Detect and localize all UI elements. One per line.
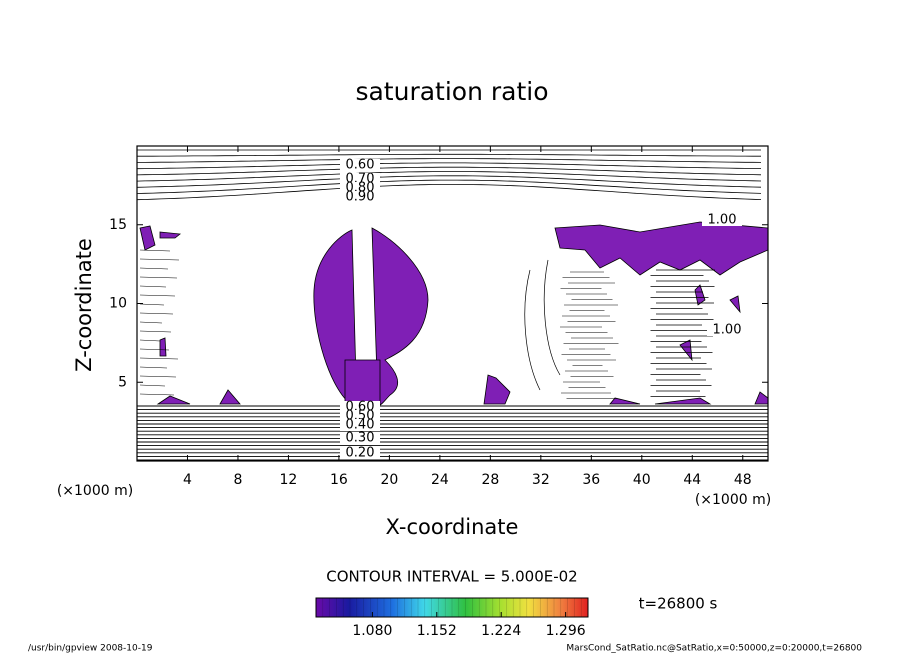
- footer-left: /usr/bin/gpview 2008-10-19: [28, 644, 153, 654]
- contour-line: [139, 366, 168, 369]
- contour-line: [137, 171, 762, 182]
- contour-line: [139, 393, 175, 396]
- filled-region: [679, 339, 693, 362]
- colorbar: [315, 597, 589, 618]
- contour-interval: CONTOUR INTERVAL = 5.000E-02: [326, 568, 577, 586]
- colorbar-tick-label: 1.080: [352, 623, 392, 639]
- contour-line: [139, 339, 161, 342]
- contour-label: 0.60: [346, 158, 375, 173]
- contour-line: [139, 267, 169, 270]
- contour-line: [137, 184, 762, 201]
- filled-region: [554, 221, 768, 276]
- contour-line: [524, 259, 561, 391]
- contour-label-bg: [340, 447, 380, 459]
- contour-label-bg: [707, 324, 747, 336]
- x-tick-label: 4: [183, 472, 192, 488]
- filled-region: [371, 227, 429, 407]
- contour-line: [139, 258, 180, 261]
- x-tick-label: 36: [582, 472, 600, 488]
- time-label: t=26800 s: [639, 595, 718, 613]
- contour-line: [137, 166, 762, 176]
- filled-region: [654, 397, 712, 405]
- contour-line: [137, 153, 761, 157]
- x-tick-label: 8: [233, 472, 242, 488]
- x-tick-label: 12: [280, 472, 298, 488]
- y-unit-label: (×1000 m): [57, 483, 133, 499]
- y-tick-label: 5: [118, 374, 127, 390]
- contour-label-bg: [340, 419, 380, 431]
- x-tick-label: 32: [532, 472, 550, 488]
- filled-region: [754, 391, 768, 405]
- plot-frame: [136, 145, 769, 462]
- x-unit-label: (×1000 m): [695, 492, 771, 508]
- colorbar-tick-label: 1.296: [546, 623, 586, 639]
- filled-region: [159, 337, 167, 357]
- contour-line: [139, 285, 167, 288]
- contour-label: 1.00: [708, 213, 737, 228]
- contour-line: [139, 375, 177, 378]
- contour-label: 0.90: [346, 190, 375, 205]
- contour-line: [139, 249, 171, 252]
- filled-region: [219, 389, 241, 405]
- filled-region: [139, 225, 156, 251]
- footer-right: MarsCond_SatRatio.nc@SatRatio,x=0:50000,…: [566, 644, 862, 654]
- x-tick-label: 28: [481, 472, 499, 488]
- y-tick-label: 15: [109, 217, 127, 233]
- x-tick-label: 16: [330, 472, 348, 488]
- contour-label: 1.00: [713, 323, 742, 338]
- contour-line: [139, 276, 178, 279]
- contour-line: [139, 303, 165, 306]
- colorbar-tick-label: 1.152: [417, 623, 457, 639]
- contour-line: [137, 179, 762, 194]
- filled-region: [156, 395, 191, 405]
- contour-line: [139, 357, 179, 360]
- x-tick-label: 40: [633, 472, 651, 488]
- contour-label: 0.30: [346, 431, 375, 446]
- y-tick-label: 10: [109, 296, 127, 312]
- contour-line: [139, 384, 166, 387]
- y-axis-label: Z-coordinate: [72, 238, 96, 372]
- chart-title: saturation ratio: [355, 77, 548, 106]
- contour-line: [139, 321, 163, 324]
- filled-region: [159, 231, 182, 239]
- contour-line: [139, 294, 176, 297]
- contour-line: [139, 348, 170, 351]
- x-tick-label: 20: [380, 472, 398, 488]
- contour-line: [139, 312, 174, 315]
- filled-region: [729, 295, 741, 314]
- contour-line: [137, 158, 762, 163]
- contour-label-bg: [340, 191, 380, 203]
- contour-label-bg: [340, 159, 380, 171]
- contour-line: [139, 330, 172, 333]
- colorbar-tick-label: 1.224: [481, 623, 521, 639]
- contour-label: 0.40: [346, 418, 375, 433]
- contour-line: [137, 162, 762, 170]
- plot-area: 0.600.700.800.900.600.500.400.300.201.00…: [137, 149, 768, 461]
- filled-region: [483, 374, 511, 405]
- x-tick-label: 44: [683, 472, 701, 488]
- contour-line: [137, 175, 762, 188]
- filled-region: [609, 397, 641, 405]
- x-axis-label: X-coordinate: [386, 515, 519, 539]
- contour-label-bg: [340, 432, 380, 444]
- x-tick-label: 24: [431, 472, 449, 488]
- contour-label: 0.20: [346, 446, 375, 461]
- filled-region: [694, 284, 706, 306]
- contour-label-bg: [702, 214, 742, 226]
- x-tick-label: 48: [734, 472, 752, 488]
